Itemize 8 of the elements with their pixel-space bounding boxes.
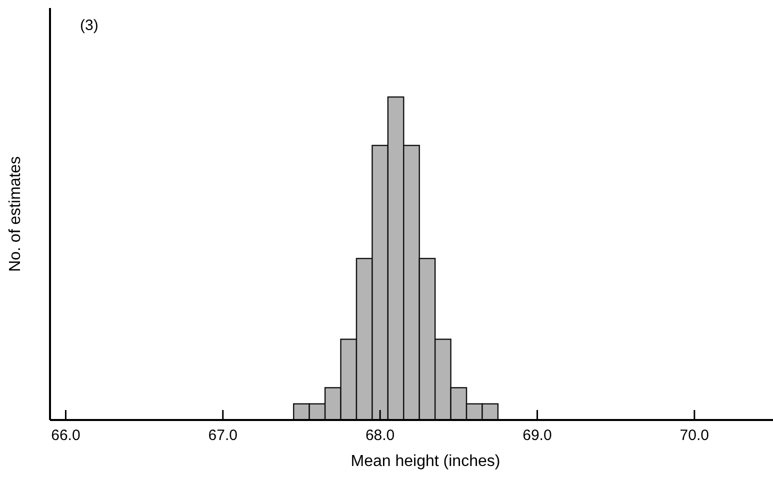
x-tick-label: 69.0: [522, 427, 552, 444]
x-tick-label: 66.0: [51, 427, 80, 444]
x-axis-title: Mean height (inches): [350, 453, 500, 470]
y-axis-title: No. of estimates: [7, 156, 24, 272]
x-tick-label: 67.0: [208, 427, 238, 444]
text: (3): [80, 17, 98, 34]
x-tick-label: 70.0: [680, 427, 710, 444]
x-tick-label: 68.0: [365, 427, 395, 444]
